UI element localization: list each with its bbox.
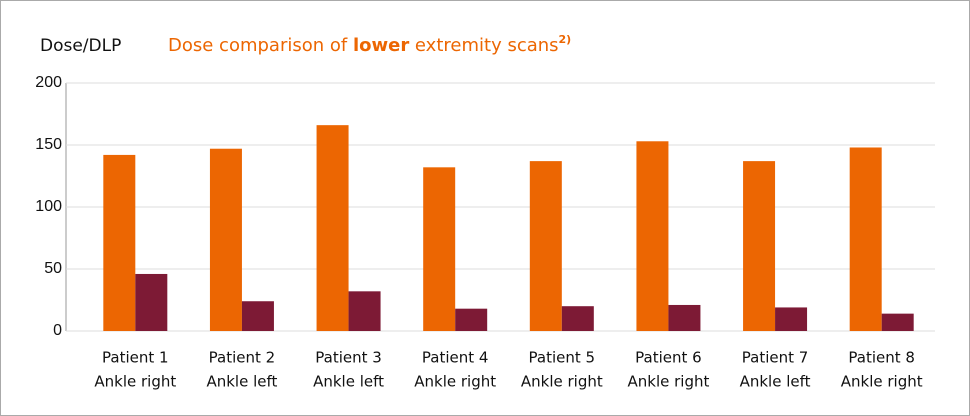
bar	[423, 167, 456, 331]
x-tick-label: Ankle right	[841, 373, 923, 391]
x-tick-label: Patient 5	[529, 349, 596, 367]
bar	[775, 307, 808, 331]
title-part: extremity scans	[409, 35, 558, 56]
y-axis-label: Dose/DLP	[40, 36, 121, 56]
x-tick-label: Patient 6	[635, 349, 702, 367]
bar	[561, 306, 594, 331]
y-tick-label: 150	[35, 136, 62, 153]
bar	[103, 154, 136, 331]
y-tick-label: 100	[35, 198, 62, 215]
chart-title: Dose comparison of lower extremity scans…	[168, 33, 571, 56]
x-tick-label: Patient 3	[315, 349, 382, 367]
bar	[135, 273, 168, 331]
x-tick-label: Patient 8	[848, 349, 915, 367]
bar	[348, 291, 381, 331]
x-tick-label: Patient 7	[742, 349, 809, 367]
title-footnote: 2)	[559, 33, 572, 46]
bar	[316, 125, 349, 331]
bar	[881, 313, 914, 331]
x-tick-label: Ankle right	[414, 373, 496, 391]
x-tick-label: Ankle right	[628, 373, 710, 391]
x-tick-label: Ankle left	[206, 373, 277, 391]
bar	[668, 304, 701, 331]
x-tick-label: Patient 2	[209, 349, 276, 367]
title-part: Dose comparison of	[168, 35, 353, 56]
x-tick-label: Ankle left	[313, 373, 384, 391]
y-tick-label: 200	[35, 74, 62, 91]
bar	[455, 308, 488, 331]
bar	[636, 141, 669, 331]
x-tick-label: Patient 1	[102, 349, 169, 367]
y-tick-label: 50	[44, 260, 62, 277]
bar	[849, 147, 882, 331]
bar	[241, 301, 274, 331]
bar	[209, 148, 242, 331]
bar	[529, 161, 562, 331]
x-tick-label: Ankle right	[94, 373, 176, 391]
bar	[743, 161, 776, 331]
y-tick-label: 0	[53, 322, 62, 339]
x-tick-label: Ankle left	[740, 373, 811, 391]
x-tick-label: Patient 4	[422, 349, 489, 367]
title-part: lower	[353, 35, 409, 56]
x-tick-label: Ankle right	[521, 373, 603, 391]
